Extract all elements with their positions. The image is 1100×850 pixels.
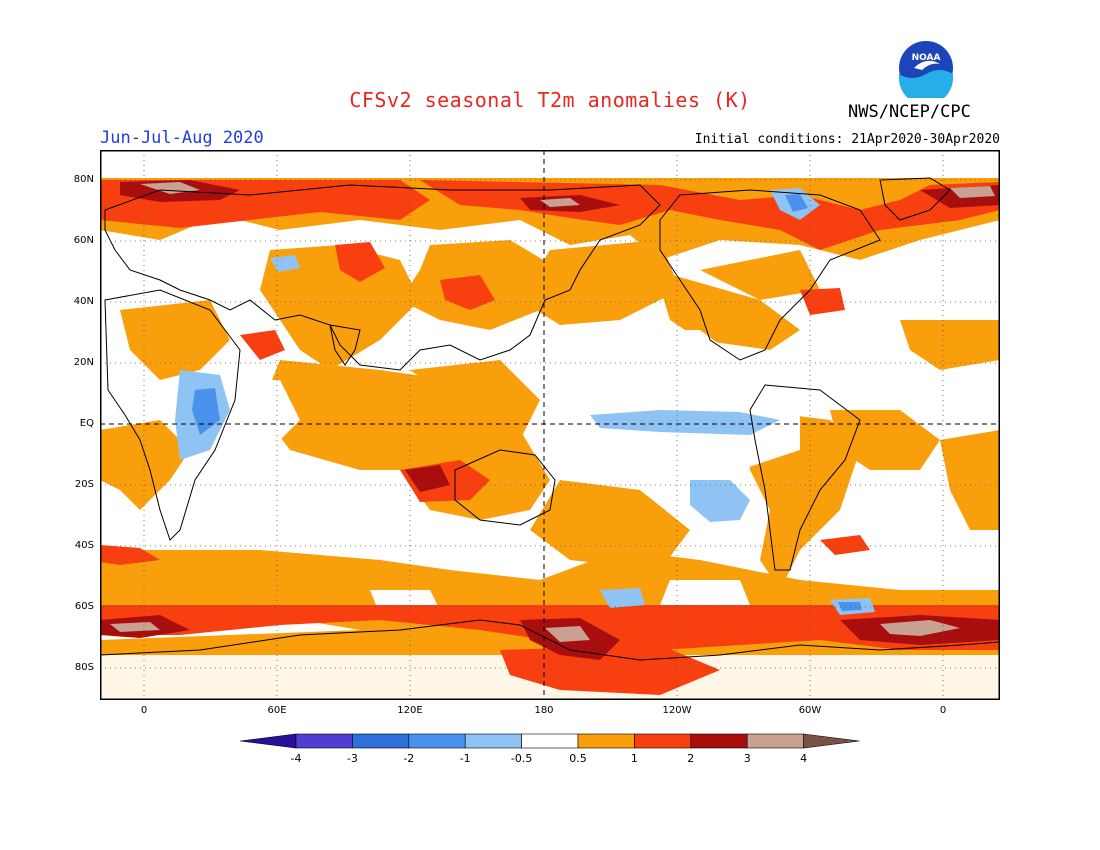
colorbar (239, 732, 860, 772)
map-frame (100, 150, 1000, 700)
lat-label-60s: 60S (74, 601, 94, 612)
coastlines (99, 177, 1001, 661)
colorbar-label: -4 (290, 752, 302, 765)
lat-label-40n: 40N (73, 296, 94, 307)
colorbar-swatch-10 (803, 733, 860, 749)
lat-label-20n: 20N (73, 357, 94, 368)
lat-label-60n: 60N (73, 235, 94, 246)
colorbar-label: -2 (403, 752, 415, 765)
lat-label-80n: 80N (73, 174, 94, 185)
noaa-logo-icon: NOAA (896, 38, 956, 105)
lon-label-60e: 60E (267, 705, 287, 716)
lon-label-0: 0 (140, 705, 148, 716)
lat-label-20s: 20S (74, 479, 94, 490)
colorbar-swatch-7 (634, 733, 692, 749)
colorbar-swatch-2 (352, 733, 410, 749)
lon-label-180: 180 (534, 705, 554, 716)
colorbar-label: 4 (800, 752, 808, 765)
lat-label-eq: EQ (79, 418, 94, 429)
anomaly-field (100, 178, 1000, 700)
colorbar-label: -1 (459, 752, 471, 765)
initial-conditions-label: Initial conditions: 21Apr2020-30Apr2020 (694, 132, 1000, 147)
svg-text:NOAA: NOAA (912, 53, 941, 63)
lat-label-40s: 40S (74, 540, 94, 551)
lat-label-80s: 80S (74, 662, 94, 673)
map-title: CFSv2 seasonal T2m anomalies (K) (349, 88, 751, 112)
colorbar-label: 3 (743, 752, 751, 765)
lon-label-60w: 60W (798, 705, 822, 716)
colorbar-swatch-0 (239, 733, 297, 749)
colorbar-swatch-3 (408, 733, 466, 749)
colorbar-label: -3 (346, 752, 358, 765)
season-label: Jun-Jul-Aug 2020 (100, 128, 264, 148)
lon-label-0-east: 0 (939, 705, 947, 716)
colorbar-swatch-5 (521, 733, 579, 749)
colorbar-swatch-4 (464, 733, 522, 749)
colorbar-label: 0.5 (569, 752, 587, 765)
agency-label: NWS/NCEP/CPC (848, 102, 971, 122)
anomaly-map (99, 150, 1001, 700)
colorbar-label: -0.5 (510, 752, 533, 765)
lon-label-120e: 120E (397, 705, 423, 716)
colorbar-swatch-9 (746, 733, 804, 749)
colorbar-swatch-8 (690, 733, 748, 749)
graticule (100, 150, 1000, 700)
colorbar-label: 2 (687, 752, 695, 765)
colorbar-label: 1 (630, 752, 638, 765)
lon-label-120w: 120W (662, 705, 692, 716)
colorbar-swatch-6 (577, 733, 635, 749)
colorbar-swatch-1 (295, 733, 353, 749)
